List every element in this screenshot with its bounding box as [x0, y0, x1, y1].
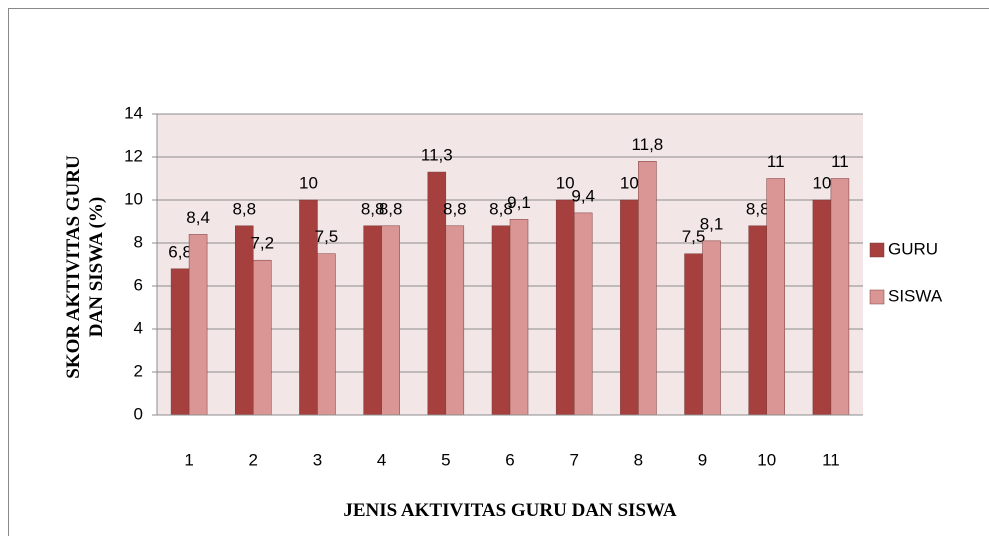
value-label: 7,5	[682, 227, 706, 246]
value-label: 11	[831, 152, 849, 171]
y-tick-label: 14	[124, 103, 143, 122]
value-label: 8,8	[443, 199, 467, 218]
value-label: 8,8	[361, 199, 385, 218]
x-tick-label: 4	[377, 450, 386, 469]
bar	[555, 199, 575, 416]
legend-swatch	[869, 242, 885, 258]
value-label: 8,1	[700, 214, 724, 233]
value-label: 8,4	[186, 208, 210, 227]
value-label: 6,8	[168, 242, 192, 261]
bar	[235, 225, 254, 416]
value-label: 11	[767, 152, 785, 171]
bar	[188, 234, 208, 416]
x-tick-label: 9	[698, 450, 707, 469]
y-tick-label: 12	[124, 146, 143, 165]
bar	[363, 225, 382, 416]
bar	[620, 199, 639, 416]
bar	[381, 225, 400, 416]
value-label: 8,8	[379, 199, 403, 218]
x-tick-label: 2	[249, 450, 258, 469]
value-label: 10	[812, 173, 831, 192]
x-tick-label: 1	[184, 450, 193, 469]
value-label: 11,3	[421, 146, 453, 165]
y-tick-label: 8	[134, 232, 143, 251]
value-label: 8,8	[232, 199, 256, 218]
x-tick-label: 8	[634, 450, 643, 469]
x-tick-label: 7	[569, 450, 578, 469]
x-tick-label: 3	[313, 450, 322, 469]
value-label: 8,8	[489, 199, 513, 218]
legend-label: GURU	[888, 239, 938, 258]
y-tick-label: 4	[134, 318, 143, 337]
bar	[491, 225, 511, 416]
value-label: 10	[299, 173, 318, 192]
bar	[170, 268, 190, 416]
value-label: 10	[556, 173, 575, 192]
value-label: 11,8	[631, 135, 663, 154]
bar	[766, 178, 785, 416]
bar	[748, 225, 767, 416]
frame	[8, 8, 989, 536]
y-tick-label: 0	[134, 404, 143, 423]
bar	[684, 253, 703, 416]
x-tick-label: 5	[441, 450, 450, 469]
y-axis-title: SKOR AKTIVITAS GURU DAN SISWA (%)	[63, 155, 107, 379]
legend-label: SISWA	[888, 286, 943, 305]
bar	[702, 240, 721, 416]
x-tick-label: 6	[505, 450, 514, 469]
value-label: 9,1	[507, 193, 531, 212]
x-axis-title: JENIS AKTIVITAS GURU DAN SISWA	[343, 500, 677, 521]
y-tick-label: 10	[124, 189, 143, 208]
bar	[573, 212, 593, 416]
bar	[830, 178, 850, 416]
y-tick-label: 2	[134, 361, 143, 380]
bar	[445, 225, 465, 416]
value-label: 8,8	[746, 199, 770, 218]
bar	[638, 161, 657, 416]
bar	[253, 259, 272, 416]
bar	[509, 219, 529, 416]
x-tick-label: 10	[757, 450, 776, 469]
value-label: 7,5	[315, 227, 339, 246]
legend-swatch	[869, 289, 885, 305]
y-tick-label: 6	[134, 275, 143, 294]
x-tick-label: 11	[822, 450, 840, 469]
value-label: 10	[620, 173, 639, 192]
bar	[812, 199, 832, 416]
value-label: 9,4	[571, 186, 595, 205]
value-label: 7,2	[250, 234, 274, 253]
bar	[317, 253, 336, 416]
